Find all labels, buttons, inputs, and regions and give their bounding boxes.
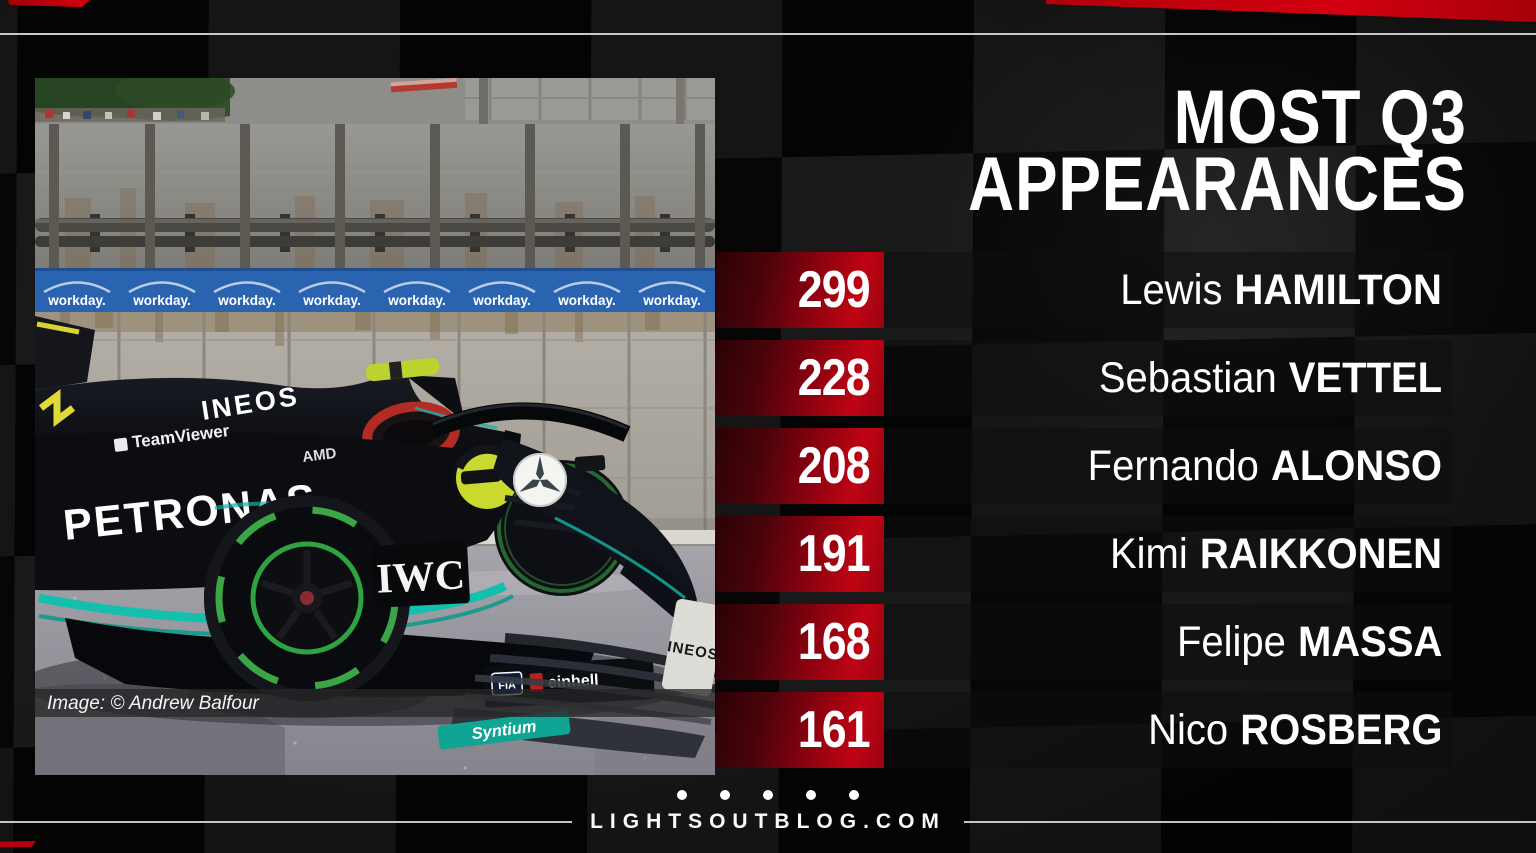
f1-car: INEOS TeamViewer AMD — [35, 316, 715, 758]
dot-icon — [806, 790, 816, 800]
standing-row: 191 Kimi RAIKKONEN — [716, 516, 1452, 592]
standing-row: 299 Lewis HAMILTON — [716, 252, 1452, 328]
driver-name: Lewis HAMILTON — [884, 252, 1442, 328]
value-badge: 161 — [716, 692, 884, 768]
banner-arcs — [43, 281, 706, 294]
dot-icon — [677, 790, 687, 800]
standing-row: 161 Nico ROSBERG — [716, 692, 1452, 768]
t-cam — [365, 358, 440, 382]
title-line-2: APPEARANCES — [968, 142, 1467, 227]
top-divider-line — [0, 33, 1536, 35]
value-badge: 299 — [716, 252, 884, 328]
site-name: LIGHTSOUTBLOG.COM — [590, 810, 946, 833]
pipe — [35, 236, 715, 247]
value-text: 168 — [797, 613, 871, 671]
page-title: MOST Q3 APPEARANCES — [968, 75, 1467, 227]
driver-last-name: MASSA — [1297, 617, 1442, 666]
footer-divider-right — [963, 821, 1536, 823]
workday-logo: workday. — [217, 293, 276, 308]
driver-first-name: Lewis — [1120, 265, 1223, 314]
standings-list: 299 Lewis HAMILTON 228 Sebastian VETTEL 20… — [716, 252, 1452, 768]
driver-name: Kimi RAIKKONEN — [884, 516, 1442, 592]
dot-icon — [720, 790, 730, 800]
value-badge: 208 — [716, 428, 884, 504]
value-text: 161 — [797, 701, 871, 759]
driver-last-name: RAIKKONEN — [1199, 529, 1442, 578]
workday-logo: workday. — [642, 293, 701, 308]
workday-logo: workday. — [47, 293, 106, 308]
dot-icon — [763, 790, 773, 800]
driver-name: Nico ROSBERG — [884, 692, 1442, 768]
mercedes-star-icon — [513, 453, 567, 507]
halo — [429, 402, 631, 442]
footer-divider-left — [0, 821, 573, 823]
driver-first-name: Nico — [1147, 705, 1228, 754]
standing-row: 208 Fernando ALONSO — [716, 428, 1452, 504]
mirror — [574, 455, 606, 472]
photo-caption: Image: © Andrew Balfour — [35, 689, 715, 717]
driver-name: Felipe MASSA — [884, 604, 1442, 680]
syntium-band: Syntium — [437, 710, 571, 750]
driver-last-name: ALONSO — [1270, 441, 1442, 490]
corner-accent-bottom-left — [0, 841, 36, 847]
fence-posts — [49, 124, 705, 268]
value-text: 191 — [797, 525, 871, 583]
driver-name: Fernando ALONSO — [884, 428, 1442, 504]
workday-banner: workday. workday. workday. workday. work… — [35, 268, 715, 312]
driver-last-name: VETTEL — [1288, 353, 1442, 402]
fence-band — [35, 124, 715, 268]
value-badge: 228 — [716, 340, 884, 416]
wing-endplate: INEOS — [661, 598, 715, 697]
workday-logo: workday. — [387, 293, 446, 308]
value-badge: 191 — [716, 516, 884, 592]
workday-logo: workday. — [302, 293, 361, 308]
standing-row: 228 Sebastian VETTEL — [716, 340, 1452, 416]
value-text: 208 — [797, 437, 871, 495]
driver-last-name: HAMILTON — [1234, 265, 1442, 314]
dot-icon — [849, 790, 859, 800]
corner-accent-top-left — [8, 0, 90, 7]
article-photo: workday. workday. workday. workday. work… — [35, 78, 715, 775]
footer: LIGHTSOUTBLOG.COM — [0, 809, 1536, 835]
footer-dots — [0, 790, 1536, 800]
workday-logo: workday. — [557, 293, 616, 308]
car-number-mark — [38, 389, 76, 427]
photo-illustration: workday. workday. workday. workday. work… — [35, 78, 715, 775]
value-text: 228 — [797, 349, 871, 407]
workday-logo: workday. — [472, 293, 531, 308]
pipe-brackets — [90, 214, 670, 252]
workday-logo: workday. — [132, 293, 191, 308]
driver-name: Sebastian VETTEL — [884, 340, 1442, 416]
value-text: 299 — [797, 261, 871, 319]
amd-logo: AMD — [301, 445, 337, 466]
banner-logos: workday. workday. workday. workday. work… — [47, 293, 701, 308]
value-badge: 168 — [716, 604, 884, 680]
driver-last-name: ROSBERG — [1239, 705, 1442, 754]
teamviewer-icon — [113, 437, 128, 452]
rear-wing — [35, 316, 95, 390]
driver-first-name: Fernando — [1087, 441, 1259, 490]
driver-first-name: Sebastian — [1098, 353, 1277, 402]
red-canopy — [390, 78, 458, 93]
driver-first-name: Kimi — [1109, 529, 1188, 578]
driver-first-name: Felipe — [1176, 617, 1286, 666]
iwc-logo: IWC — [375, 552, 466, 603]
standing-row: 168 Felipe MASSA — [716, 604, 1452, 680]
crowd-specks — [45, 110, 209, 120]
iwc-panel: IWC — [371, 541, 470, 608]
front-wing: INEOS Syntium — [437, 598, 715, 758]
photo-credit-text: Image: © Andrew Balfour — [47, 693, 260, 714]
title-line-1: MOST Q3 — [1173, 75, 1467, 160]
